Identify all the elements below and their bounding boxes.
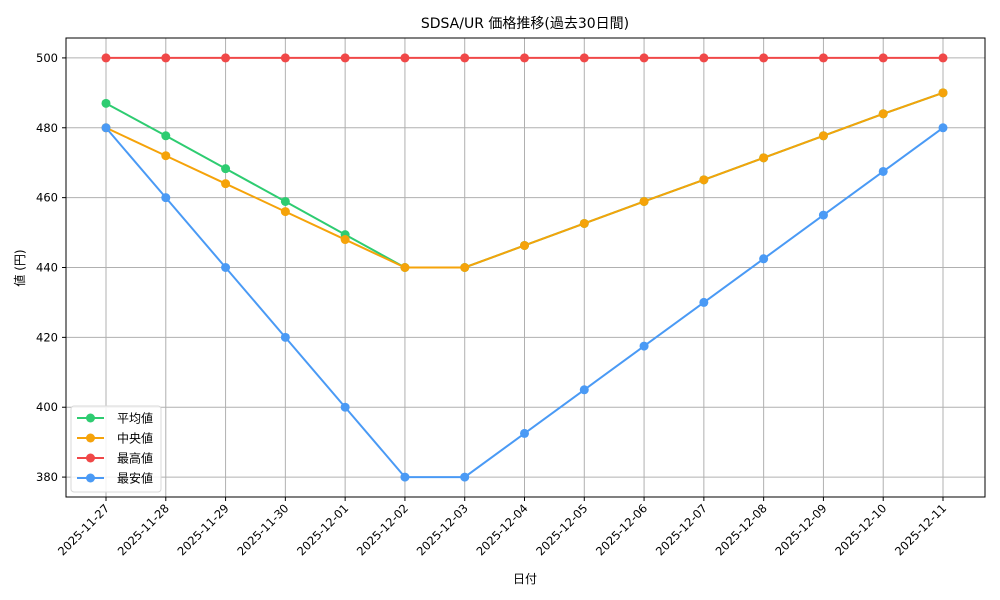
data-point <box>221 164 231 174</box>
series-2 <box>101 53 948 63</box>
data-point <box>878 109 888 119</box>
x-tick-label: 2025-12-07 <box>653 501 710 558</box>
data-point <box>221 179 231 189</box>
data-point <box>579 218 589 228</box>
data-point <box>280 207 290 217</box>
x-tick-label: 2025-11-29 <box>175 501 232 558</box>
data-point <box>699 175 709 185</box>
data-point <box>759 53 769 63</box>
legend-marker-icon <box>86 413 95 423</box>
y-axis-label: 値 (円) <box>12 249 27 286</box>
x-tick-label: 2025-12-11 <box>892 501 949 558</box>
data-point <box>699 53 709 63</box>
legend-marker-icon <box>86 453 95 463</box>
data-point <box>938 53 948 63</box>
x-tick-label: 2025-12-05 <box>533 501 590 558</box>
x-axis-ticks: 2025-11-27 2025-11-28 2025-11-29 2025-11-30… <box>55 497 949 558</box>
data-point <box>938 88 948 98</box>
data-point <box>400 472 410 482</box>
data-point <box>221 53 231 63</box>
data-point <box>639 341 649 351</box>
data-point <box>579 385 589 395</box>
data-point <box>520 240 529 250</box>
series-layer <box>101 53 948 482</box>
y-axis-ticks: 380 400 420 440 460 480 500 <box>36 51 66 484</box>
data-point <box>579 53 589 63</box>
data-point <box>340 235 350 245</box>
legend-label: 最高値 <box>117 451 153 466</box>
data-point <box>818 210 828 220</box>
legend-marker-icon <box>86 473 95 483</box>
x-tick-label: 2025-12-08 <box>713 501 770 558</box>
data-point <box>460 472 470 482</box>
legend-box <box>70 405 162 493</box>
data-point <box>460 53 470 63</box>
chart-title: SDSA/UR 価格推移(過去30日間) <box>421 16 629 32</box>
data-point <box>340 402 350 412</box>
x-tick-label: 2025-12-09 <box>772 501 829 558</box>
data-point <box>161 131 171 141</box>
data-point <box>101 98 111 108</box>
data-point <box>280 53 290 63</box>
legend-label: 平均値 <box>117 411 153 426</box>
data-point <box>460 263 470 272</box>
data-point <box>161 53 171 63</box>
data-point <box>280 332 290 342</box>
data-point <box>938 123 948 133</box>
x-tick-label: 2025-12-04 <box>473 501 530 558</box>
x-tick-label: 2025-12-01 <box>294 501 351 558</box>
data-point <box>878 53 888 63</box>
y-tick-label: 400 <box>36 400 58 414</box>
legend-item: 中央値 <box>77 431 153 446</box>
x-tick-label: 2025-12-02 <box>354 501 411 558</box>
data-point <box>400 263 410 272</box>
data-point <box>340 53 350 63</box>
data-point <box>400 53 410 63</box>
data-point <box>520 428 529 438</box>
legend-label: 中央値 <box>117 431 153 446</box>
data-point <box>759 254 769 264</box>
x-tick-label: 2025-11-28 <box>115 501 172 558</box>
data-point <box>221 263 231 272</box>
data-point <box>101 123 111 133</box>
y-tick-label: 460 <box>36 191 58 205</box>
legend-item: 最安値 <box>77 471 153 486</box>
data-point <box>161 193 171 203</box>
series-3 <box>101 123 948 482</box>
y-tick-label: 440 <box>36 261 58 275</box>
data-point <box>101 53 111 63</box>
data-point <box>699 297 709 307</box>
grid-lines <box>66 38 985 497</box>
legend-item: 平均値 <box>77 411 153 426</box>
legend-label: 最安値 <box>117 471 153 486</box>
y-tick-label: 380 <box>36 470 58 484</box>
data-point <box>759 153 769 163</box>
data-point <box>280 196 290 206</box>
x-tick-label: 2025-11-27 <box>55 501 112 558</box>
x-tick-label: 2025-11-30 <box>234 501 291 558</box>
y-tick-label: 420 <box>36 330 58 344</box>
data-point <box>520 53 529 63</box>
data-point <box>639 53 649 63</box>
data-point <box>818 131 828 141</box>
legend-item: 最高値 <box>77 451 153 466</box>
data-point <box>818 53 828 63</box>
y-tick-label: 480 <box>36 121 58 135</box>
data-point <box>878 166 888 176</box>
x-axis-label: 日付 <box>513 572 537 586</box>
legend-marker-icon <box>86 433 95 443</box>
x-tick-label: 2025-12-06 <box>593 501 650 558</box>
x-tick-label: 2025-12-10 <box>832 501 889 558</box>
data-point <box>161 151 171 161</box>
y-tick-label: 500 <box>36 51 58 65</box>
x-tick-label: 2025-12-03 <box>414 501 471 558</box>
data-point <box>639 196 649 206</box>
